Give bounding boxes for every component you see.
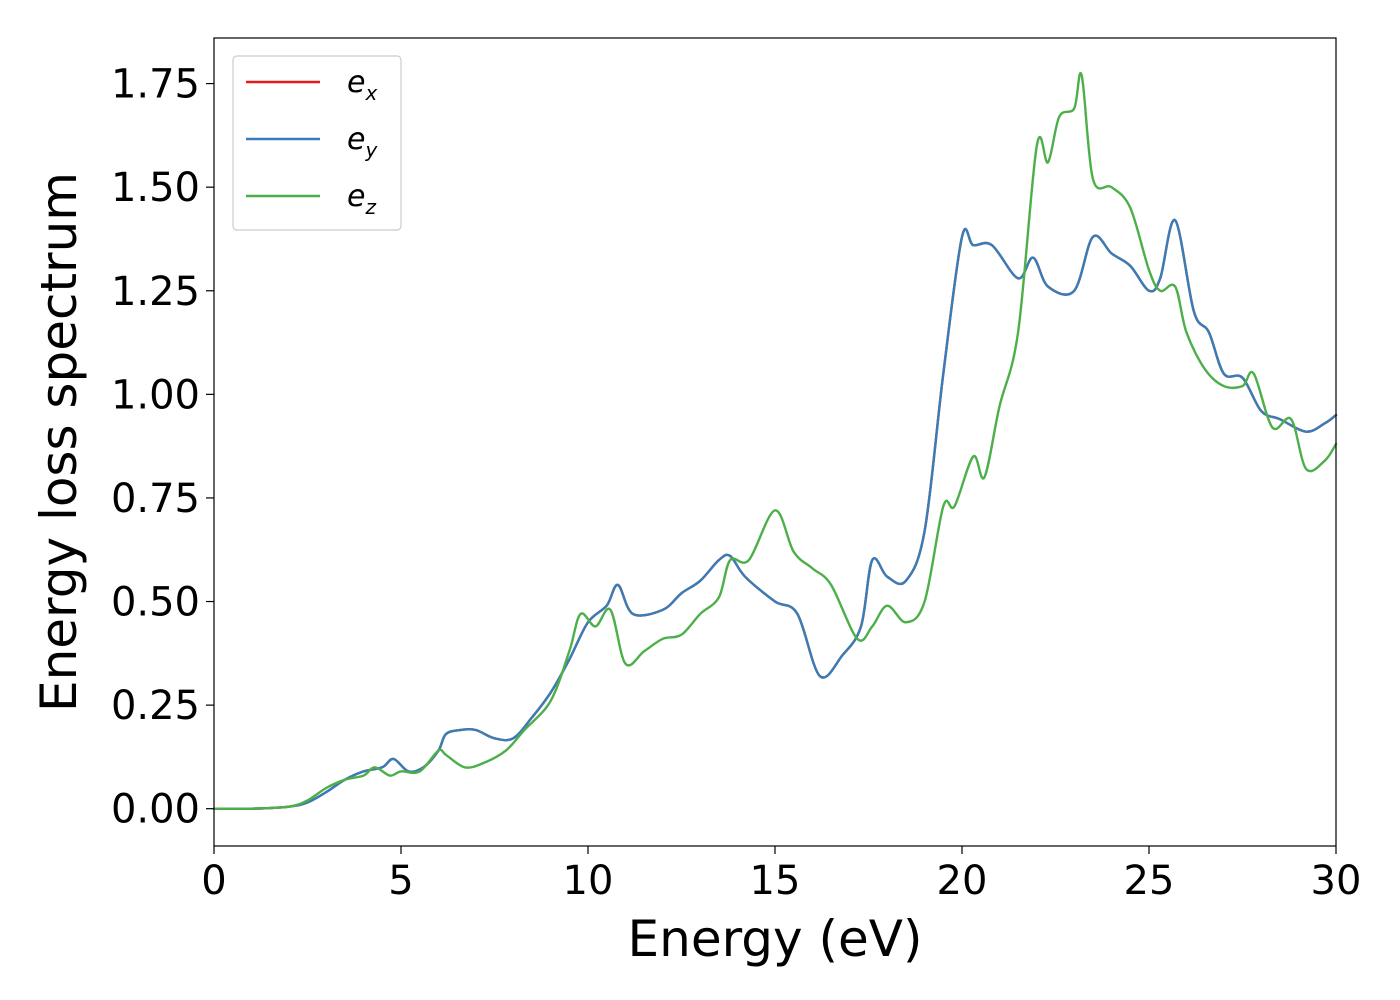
y-tick-label: 1.00 xyxy=(111,372,200,418)
legend-subscript: y xyxy=(364,138,378,162)
y-axis-label: Energy loss spectrum xyxy=(30,172,88,712)
x-tick-label: 10 xyxy=(563,858,614,904)
y-tick-label: 1.50 xyxy=(111,165,200,211)
x-axis-label: Energy (eV) xyxy=(628,910,923,968)
y-axis: 0.00 0.25 0.50 0.75 1.00 1.25 1.50 1.75 xyxy=(111,62,214,833)
series-layer xyxy=(212,71,1338,811)
y-tick-label: 0.25 xyxy=(111,683,200,729)
x-axis: 0 5 10 15 20 25 30 xyxy=(201,846,1361,904)
x-tick-label: 30 xyxy=(1311,858,1362,904)
x-tick-label: 5 xyxy=(388,858,413,904)
y-tick-label: 0.00 xyxy=(111,787,200,833)
y-tick-label: 1.75 xyxy=(111,62,200,108)
legend-box xyxy=(232,55,402,231)
legend-subscript: z xyxy=(364,195,376,219)
legend-label-y: ey xyxy=(347,122,378,162)
legend-subscript: x xyxy=(364,81,377,105)
x-tick-label: 0 xyxy=(201,858,226,904)
x-tick-label: 20 xyxy=(937,858,988,904)
y-tick-label: 1.25 xyxy=(111,269,200,315)
x-tick-label: 25 xyxy=(1124,858,1175,904)
x-tick-label: 15 xyxy=(750,858,801,904)
y-tick-label: 0.50 xyxy=(111,580,200,626)
series-line-z xyxy=(212,71,1338,811)
y-tick-label: 0.75 xyxy=(111,476,200,522)
